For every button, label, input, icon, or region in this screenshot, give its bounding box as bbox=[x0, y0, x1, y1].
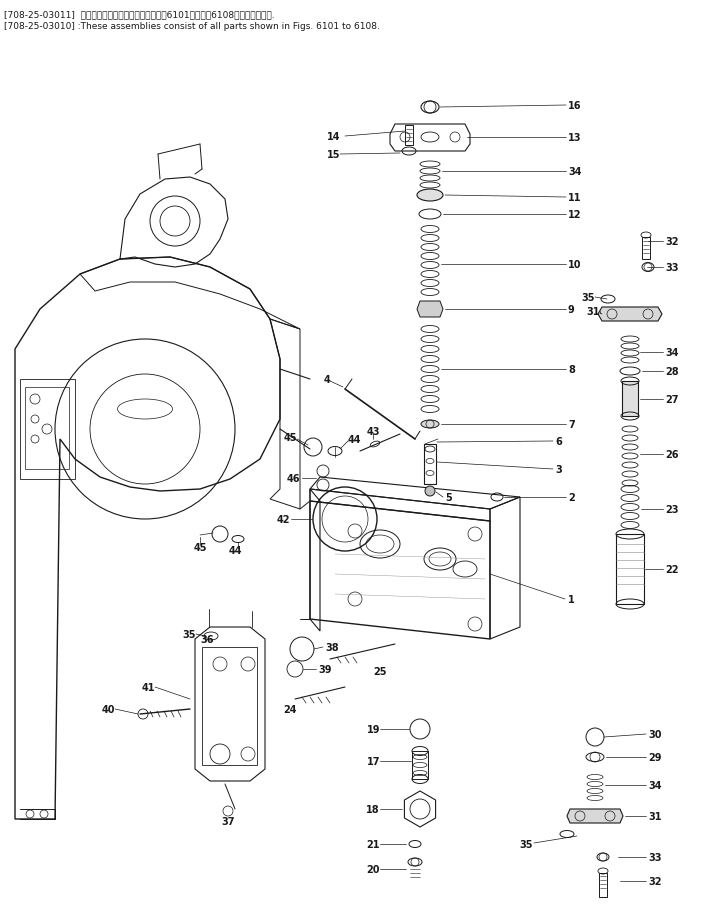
Text: 13: 13 bbox=[568, 133, 582, 143]
Text: 4: 4 bbox=[323, 374, 330, 384]
Text: 6: 6 bbox=[555, 436, 562, 446]
Text: 37: 37 bbox=[221, 816, 234, 826]
Text: 20: 20 bbox=[366, 864, 380, 874]
Text: 44: 44 bbox=[348, 435, 362, 445]
Text: 10: 10 bbox=[568, 260, 582, 270]
Text: 2: 2 bbox=[568, 493, 574, 503]
Text: 5: 5 bbox=[445, 493, 452, 503]
Text: 14: 14 bbox=[326, 132, 340, 142]
Bar bbox=[599, 873, 607, 897]
Bar bbox=[202, 648, 257, 765]
Text: 34: 34 bbox=[568, 167, 582, 177]
Text: 45: 45 bbox=[193, 542, 207, 552]
Text: 45: 45 bbox=[283, 433, 297, 443]
Text: 18: 18 bbox=[366, 804, 380, 814]
Text: 12: 12 bbox=[568, 210, 582, 220]
Text: 40: 40 bbox=[101, 704, 115, 714]
Bar bbox=[405, 126, 413, 146]
Text: 24: 24 bbox=[283, 704, 297, 714]
Text: 27: 27 bbox=[665, 394, 678, 404]
Text: [708-25-03011]  これらのアセンブリの構成部品は第6101図から第6108図まで含みます.: [708-25-03011] これらのアセンブリの構成部品は第6101図から第6… bbox=[4, 10, 274, 19]
Bar bbox=[642, 238, 650, 260]
Text: 16: 16 bbox=[568, 101, 582, 111]
Text: 35: 35 bbox=[520, 839, 533, 849]
Text: 8: 8 bbox=[568, 364, 575, 374]
Text: 26: 26 bbox=[665, 449, 678, 459]
Text: 25: 25 bbox=[373, 666, 387, 676]
Polygon shape bbox=[598, 308, 662, 322]
Polygon shape bbox=[567, 809, 623, 824]
Text: 44: 44 bbox=[229, 546, 242, 556]
Text: 41: 41 bbox=[141, 682, 155, 692]
Text: 35: 35 bbox=[183, 630, 196, 640]
Text: 39: 39 bbox=[318, 664, 331, 674]
Bar bbox=[20, 380, 75, 479]
Bar bbox=[25, 387, 69, 469]
Ellipse shape bbox=[421, 421, 439, 428]
Bar bbox=[424, 445, 436, 485]
Text: 32: 32 bbox=[665, 237, 678, 247]
Text: 32: 32 bbox=[648, 876, 662, 886]
Text: 46: 46 bbox=[287, 474, 300, 484]
Ellipse shape bbox=[417, 189, 443, 201]
Text: 28: 28 bbox=[665, 366, 678, 376]
Text: 43: 43 bbox=[366, 426, 380, 436]
Text: [708-25-03010] :These assemblies consist of all parts shown in Figs. 6101 to 610: [708-25-03010] :These assemblies consist… bbox=[4, 22, 380, 31]
Text: 22: 22 bbox=[665, 565, 678, 574]
Text: 30: 30 bbox=[648, 729, 662, 739]
Circle shape bbox=[425, 486, 435, 496]
Text: 7: 7 bbox=[568, 420, 574, 429]
Text: 31: 31 bbox=[587, 307, 600, 317]
Text: 11: 11 bbox=[568, 193, 582, 203]
Text: 42: 42 bbox=[277, 515, 290, 525]
Text: 9: 9 bbox=[568, 304, 574, 314]
Text: 33: 33 bbox=[648, 852, 662, 862]
Bar bbox=[412, 752, 428, 779]
Text: 23: 23 bbox=[665, 505, 678, 515]
Bar bbox=[622, 382, 638, 416]
Text: 33: 33 bbox=[665, 262, 678, 272]
Text: 36: 36 bbox=[200, 634, 214, 644]
Text: 21: 21 bbox=[366, 839, 380, 849]
Text: 34: 34 bbox=[665, 348, 678, 358]
Text: 17: 17 bbox=[366, 756, 380, 766]
Text: 19: 19 bbox=[366, 724, 380, 734]
Text: 38: 38 bbox=[325, 642, 339, 652]
Text: 29: 29 bbox=[648, 752, 662, 763]
Bar bbox=[616, 535, 644, 604]
Polygon shape bbox=[417, 302, 443, 318]
Text: 34: 34 bbox=[648, 780, 662, 790]
Text: 35: 35 bbox=[582, 292, 595, 302]
Text: 31: 31 bbox=[648, 811, 662, 821]
Text: 1: 1 bbox=[568, 594, 574, 604]
Text: 15: 15 bbox=[326, 149, 340, 159]
Text: 3: 3 bbox=[555, 465, 562, 475]
